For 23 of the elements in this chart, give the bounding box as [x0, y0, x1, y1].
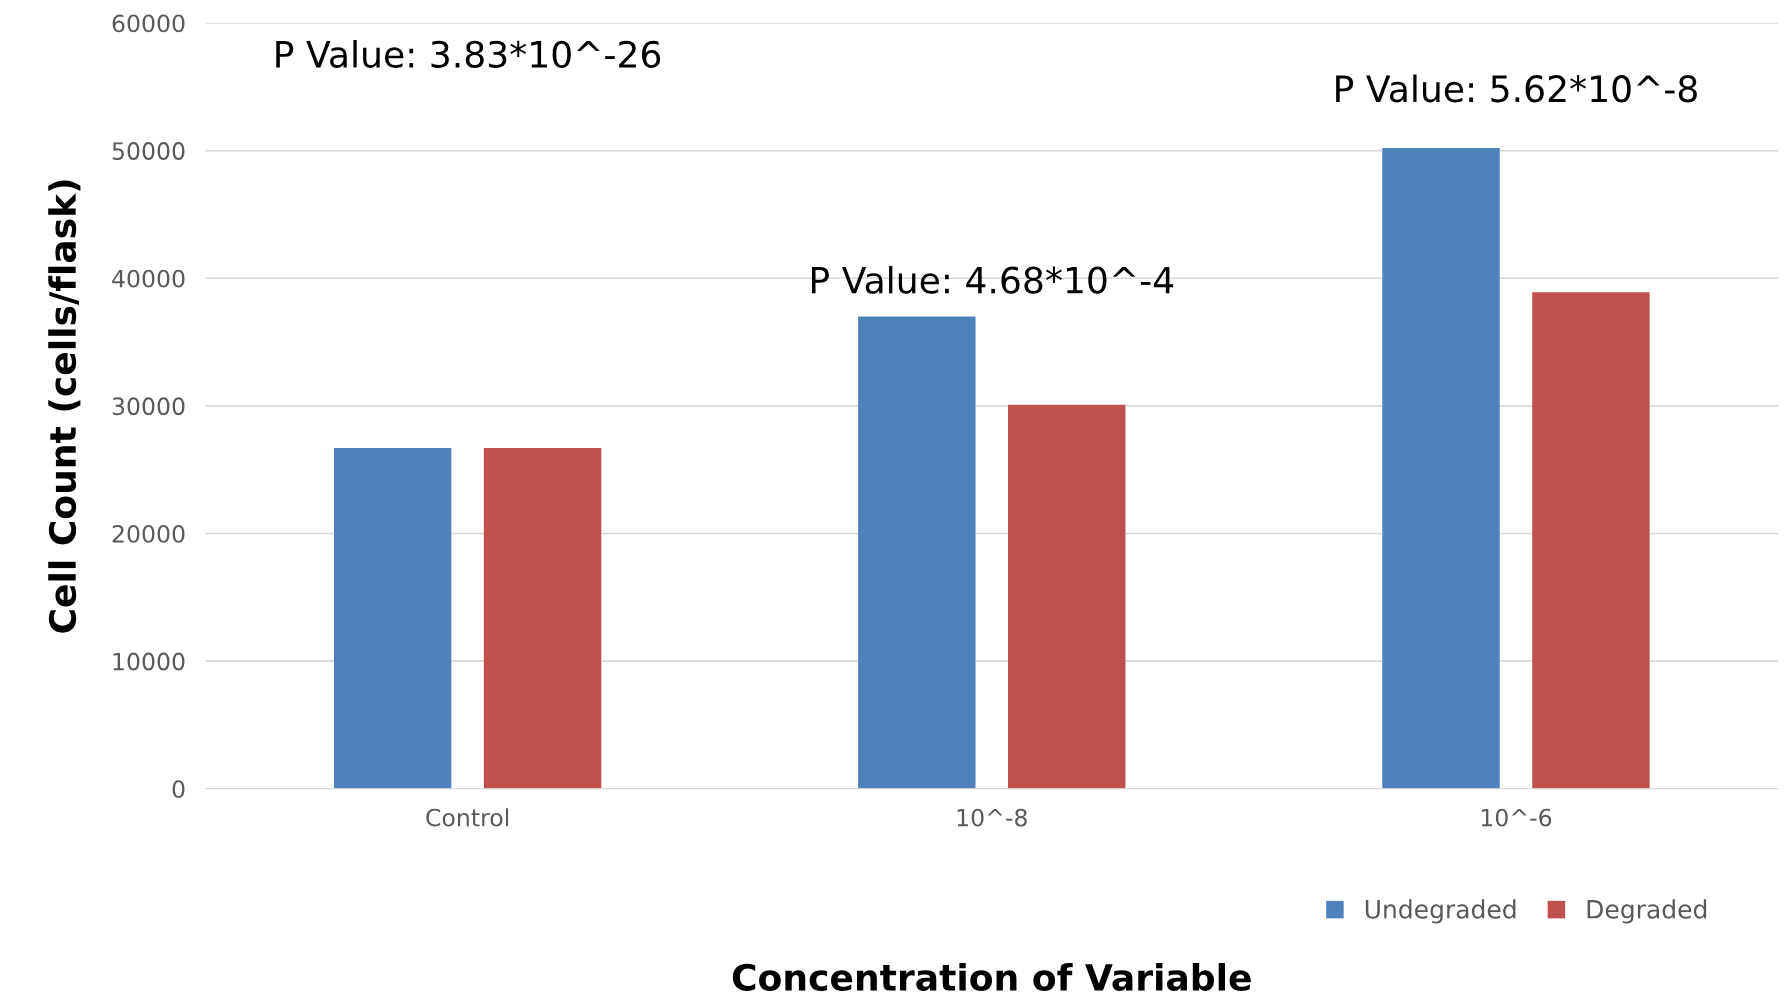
annotation: P Value: 5.62*10^-8 [1336, 74, 1697, 103]
y-tick-label: 20000 [112, 524, 185, 543]
y-tick-label: 40000 [112, 269, 185, 288]
bar [1532, 292, 1650, 789]
y-tick-label: 10000 [113, 652, 185, 671]
x-tick-label: 10^-6 [1481, 808, 1552, 827]
bar [1008, 404, 1126, 789]
bar [1382, 148, 1500, 789]
x-tick-label: 10^-8 [957, 808, 1027, 827]
bar [483, 448, 602, 789]
x-tick-label: Control [426, 808, 509, 827]
y-tick-label: 50000 [112, 142, 185, 160]
bar [333, 448, 452, 789]
annotation: P Value: 4.68*10^-4 [811, 265, 1174, 294]
y-tick-label: 60000 [112, 14, 185, 33]
bar [858, 316, 976, 789]
legend-label: Degraded [1587, 899, 1707, 924]
x-axis-title: Concentration of Variable [732, 963, 1251, 991]
legend-label: Undegraded [1365, 899, 1516, 924]
y-tick-label: 0 [172, 780, 185, 799]
y-axis-title: Cell Count (cells/flask) [48, 180, 81, 633]
y-tick-label: 30000 [112, 397, 185, 416]
annotation: P Value: 3.83*10^-26 [276, 40, 661, 68]
